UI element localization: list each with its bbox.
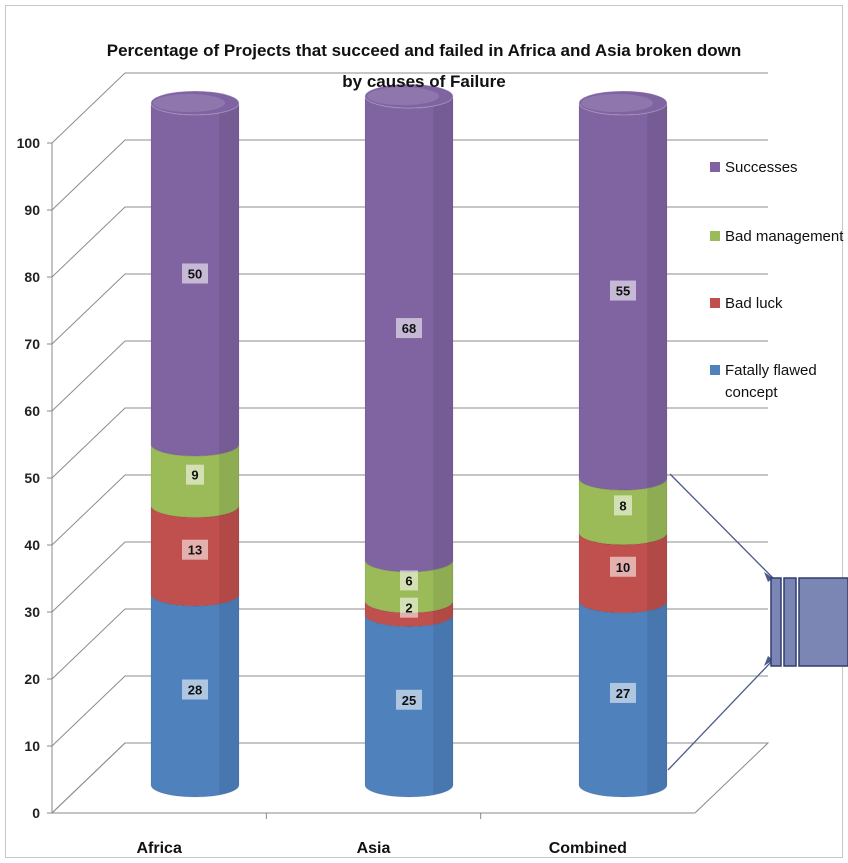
data-label: 50 [188,267,202,282]
bar-shade [219,505,239,604]
bar-top-cap [578,90,668,116]
gridline [51,139,768,211]
data-label-box [400,597,418,618]
bar-shade [219,444,239,515]
legend-item: Successes [710,159,798,176]
legend-label: concept [725,384,778,401]
x-category-label: Asia [357,840,391,857]
bar-shade [647,532,667,611]
gridline [51,608,768,680]
data-label-box [396,689,422,710]
chart-data-labels: 28 13 9 50 25 2 6 68 27 10 8 55 [182,263,636,710]
gridline [51,340,768,412]
x-category-label: Combined [549,840,627,857]
y-tick-label: 70 [24,336,40,352]
legend-label: Bad management [725,228,844,245]
data-label: 68 [402,321,416,336]
bar-shade [219,103,239,454]
data-label-box [614,495,632,516]
data-label: 25 [402,693,416,708]
y-tick-label: 10 [24,738,40,754]
annotation-arrow-lower [667,659,774,771]
chart-gridlines [51,72,768,814]
gridline [51,742,768,814]
bar-shade [433,96,453,570]
bar-shade [647,478,667,543]
annotation-box [783,577,797,667]
gridline [51,474,768,546]
data-label-box [396,318,422,339]
chart-title-line: by causes of Failure [342,72,505,91]
bar-shade [433,559,453,611]
annotation-arrow-upper [669,473,774,579]
data-label: 13 [188,543,202,558]
bar-shade [647,103,667,488]
y-tick-label: 90 [24,202,40,218]
legend-label: Successes [725,159,798,176]
bar-shade [647,600,667,795]
legend-label: Bad luck [725,295,783,312]
data-label-box [400,570,418,591]
gridline [51,72,768,144]
gridline [51,675,768,747]
gridline [51,273,768,345]
y-tick-label: 80 [24,269,40,285]
y-tick-label: 50 [24,470,40,486]
chart-title: Percentage of Projects that succeed and … [107,41,742,91]
legend-swatch [710,365,720,375]
gridline [51,206,768,278]
bar-top-highlight [367,87,439,106]
chart-frame [5,5,843,858]
data-label: 9 [191,468,198,483]
bar-top-highlight [153,94,225,112]
legend-swatch [710,298,720,308]
chart-annotation [667,473,848,771]
gridline [51,407,768,479]
y-tick-label: 30 [24,604,40,620]
bar-top-cap [150,90,240,116]
legend-item: Bad management [710,228,844,245]
bar-shade [433,600,453,625]
bar-top-highlight [581,94,653,112]
chart-axes: 0 10 20 30 40 50 60 70 80 90 100 Africa Asia Combined [17,135,695,857]
y-tick-label: 60 [24,403,40,419]
bar-top-cap [364,83,454,109]
gridline [51,541,768,613]
annotation-box [798,577,848,667]
data-label: 27 [616,686,630,701]
data-label: 6 [405,573,412,588]
data-label: 10 [616,560,630,575]
data-label-box [182,263,208,284]
chart-title-line: Percentage of Projects that succeed and … [107,41,742,60]
legend-label: Fatally flawed [725,362,817,379]
data-label-box [182,679,208,700]
data-label: 55 [616,284,630,299]
annotation-box [770,577,782,667]
data-label-box [610,556,636,577]
data-label-box [610,682,636,703]
legend-item: Fatally flawed concept [710,362,817,401]
data-label: 2 [405,601,412,616]
legend-swatch [710,231,720,241]
bar-shade [219,594,239,795]
legend-item: Bad luck [710,295,783,312]
chart-legend: Successes Bad management Bad luck Fatally f… [710,159,844,401]
legend-swatch [710,162,720,172]
bar-shade [433,614,453,795]
y-tick-label: 0 [32,805,40,821]
data-label: 28 [188,683,202,698]
x-category-label: Africa [136,840,181,857]
y-tick-label: 100 [17,135,41,151]
data-label-box [182,539,208,560]
y-tick-label: 40 [24,537,40,553]
data-label-box [186,464,204,485]
data-label: 8 [619,498,626,513]
y-tick-label: 20 [24,671,40,687]
data-label-box [610,280,636,301]
